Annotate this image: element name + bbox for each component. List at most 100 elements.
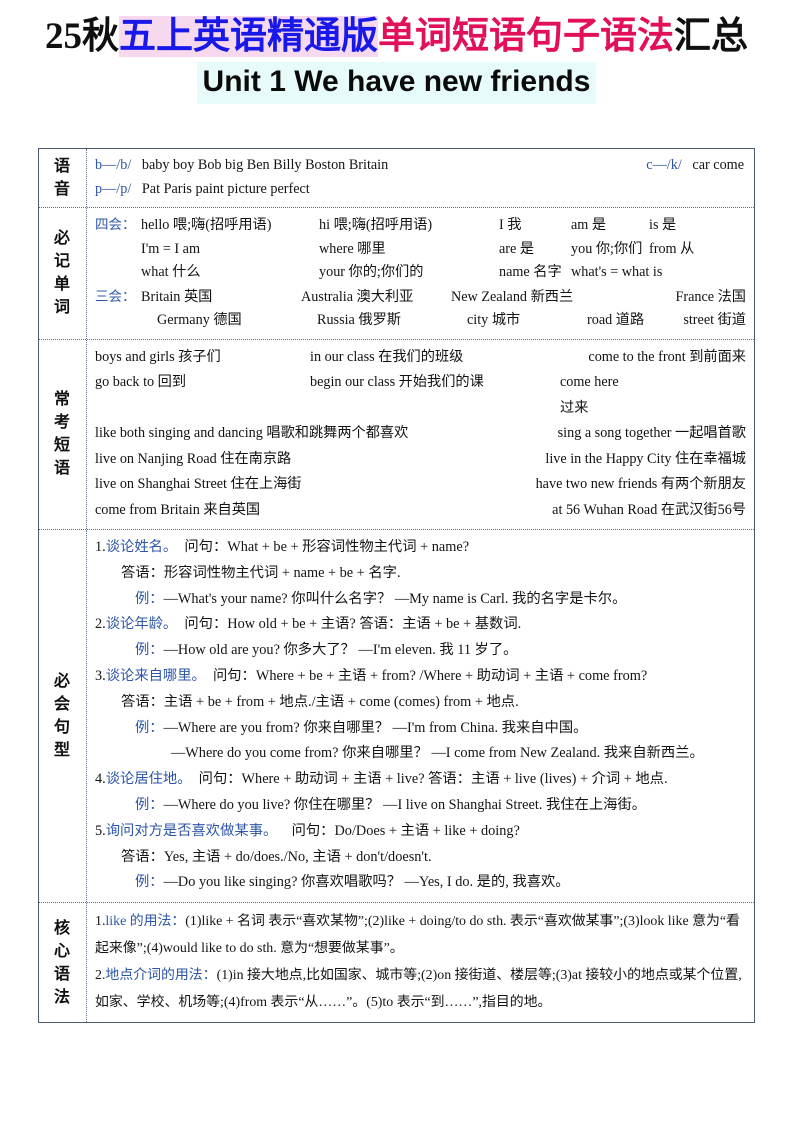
example-text: —Where do you live? 你住在哪里？ —I live on Sh…	[163, 796, 647, 813]
pattern-answer-form: 答语：Yes, 主语 + do/does./No, 主语 + don't/doe…	[121, 848, 432, 865]
phrase-item: live on Nanjing Road 住在南京路	[95, 450, 292, 467]
word-cell: Germany 德国	[157, 312, 242, 328]
word-cell: your 你的;你们的	[319, 264, 424, 280]
table-row-phonetics: 语音 b—/b/ baby boy Bob big Ben Billy Bost…	[39, 149, 754, 208]
grammar-text: (1)like + 名词 表示“喜欢某物”;(2)like + doing/to…	[95, 914, 740, 957]
example-text: —What's your name? 你叫什么名字？ —My name is C…	[163, 590, 627, 607]
word-cell: am 是	[571, 217, 607, 233]
row-label-phonetics: 语音	[39, 149, 87, 207]
pattern-example: 例：—Where do you live? 你住在哪里？ —I live on …	[95, 793, 746, 819]
pattern-question-form: 问句：Do/Does + 主语 + like + doing?	[291, 822, 520, 839]
pattern-answer-form: 答语：形容词性物主代词 + name + be + 名字.	[121, 564, 401, 581]
row-body-core-grammar: 1.like 的用法：(1)like + 名词 表示“喜欢某物”;(2)like…	[87, 903, 754, 1022]
pattern-topic: 谈论居住地。	[105, 771, 192, 788]
row-body-must-know-words: 四会： hello 喂;嗨(招呼用语) hi 喂;嗨(招呼用语) I 我 am …	[87, 208, 754, 339]
phrase-line: boys and girls 孩子们 in our class 在我们的班级 c…	[95, 345, 746, 371]
phrase-item: come to the front 到前面来	[588, 348, 746, 365]
pattern-question-form: 问句：Where + 助动词 + 主语 + live? 答语：主语 + live…	[198, 771, 668, 788]
title-segment-blue: 五上英语精通版	[119, 16, 378, 57]
pattern-number: 5.	[95, 822, 106, 839]
phrase-item: come from Britain 来自英国	[95, 501, 261, 518]
pattern-question-form: 问句：How old + be + 主语? 答语：主语 + be + 基数词.	[184, 616, 522, 633]
row-label-sentence-patterns: 必会句型	[39, 530, 87, 903]
word-cell: what 什么	[141, 264, 201, 280]
phoneme-p: p—/p/	[95, 180, 132, 197]
example-text: —How old are you? 你多大了？ —I'm eleven. 我 1…	[163, 642, 518, 659]
pattern-question-form: 问句：Where + be + 主语 + from? /Where + 助动词 …	[212, 667, 648, 684]
word-cell: I'm = I am	[141, 240, 201, 257]
word-cell: what's = what is	[571, 264, 663, 280]
phoneme-b: b—/b/	[95, 157, 132, 173]
example-prefix: 例：	[135, 874, 164, 891]
phrase-line: live on Nanjing Road 住在南京路 live in the H…	[95, 447, 746, 473]
row-body-phonetics: b—/b/ baby boy Bob big Ben Billy Boston …	[87, 149, 754, 207]
phrase-item: in our class 在我们的班级	[310, 348, 464, 365]
word-cell: city 城市	[467, 312, 521, 328]
word-cell: street 街道	[683, 312, 746, 328]
phrase-item: come here 过来	[560, 374, 619, 416]
word-cell: are 是	[499, 240, 535, 257]
word-line: Germany 德国 Russia 俄罗斯 city 城市 road 道路 st…	[95, 309, 746, 333]
example-text: —Where are you from? 你来自哪里？ —I'm from Ch…	[163, 719, 588, 736]
pattern-heading: 2.谈论年龄。 问句：How old + be + 主语? 答语：主语 + be…	[95, 612, 746, 638]
example-prefix: 例：	[135, 590, 164, 607]
word-columns: hello 喂;嗨(招呼用语) hi 喂;嗨(招呼用语) I 我 am 是 is…	[141, 214, 746, 238]
word-cell: hi 喂;嗨(招呼用语)	[319, 217, 433, 233]
table-row-common-phrases: 常考短语 boys and girls 孩子们 in our class 在我们…	[39, 339, 754, 530]
word-group-tag-sanHui: 三会：	[95, 288, 136, 304]
page-subtitle: Unit 1 We have new friends	[196, 62, 597, 104]
pattern-topic: 谈论年龄。	[105, 616, 178, 633]
pattern-example: 例：—What's your name? 你叫什么名字？ —My name is…	[95, 587, 746, 613]
word-group-tag-siHui: 四会：	[95, 217, 136, 232]
pattern-example: 例：—Do you like singing? 你喜欢唱歌吗？ —Yes, I …	[95, 870, 746, 896]
phrase-item: go back to 回到	[95, 374, 187, 390]
grammar-item: 2.地点介词的用法：(1)in 接大地点,比如国家、城市等;(2)on 接街道、…	[95, 962, 746, 1016]
grammar-number: 1.	[95, 914, 106, 930]
table-row-must-know-words: 必记单词 四会： hello 喂;嗨(招呼用语) hi 喂;嗨(招呼用语) I …	[39, 208, 754, 340]
phoneme-b-words: baby boy Bob big Ben Billy Boston Britai…	[141, 157, 389, 173]
grammar-text: (1)in 接大地点,比如国家、城市等;(2)on 接街道、楼层等;(3)at …	[95, 968, 742, 1011]
word-cell	[621, 286, 675, 310]
page-title: 25秋五上英语精通版单词短语句子语法汇总	[0, 14, 793, 60]
row-label-must-know-words: 必记单词	[39, 208, 87, 339]
grammar-topic: like 的用法：	[105, 914, 186, 930]
pattern-topic: 谈论姓名。	[105, 539, 178, 555]
word-line: 四会： hello 喂;嗨(招呼用语) hi 喂;嗨(招呼用语) I 我 am …	[95, 213, 746, 238]
phrase-item: live in the Happy City 住在幸福城	[545, 450, 746, 467]
title-segment-black-start: 25秋	[45, 16, 119, 57]
grammar-number: 2.	[95, 968, 106, 984]
pattern-heading: 3.谈论来自哪里。 问句：Where + be + 主语 + from? /Wh…	[95, 664, 746, 690]
pattern-number: 4.	[95, 771, 106, 788]
pattern-topic: 询问对方是否喜欢做某事。	[105, 822, 278, 839]
example-prefix: 例：	[135, 642, 164, 659]
word-line: what 什么 your 你的;你们的 name 名字 what's = wha…	[95, 261, 746, 285]
phrase-item: live on Shanghai Street 住在上海街	[95, 476, 302, 492]
word-cell: hello 喂;嗨(招呼用语)	[141, 217, 272, 233]
example-prefix: 例：	[135, 796, 164, 813]
pattern-heading: 4.谈论居住地。 问句：Where + 助动词 + 主语 + live? 答语：…	[95, 767, 746, 793]
pattern-heading: 1.谈论姓名。 问句：What + be + 形容词性物主代词 + name?	[95, 535, 746, 561]
phrase-item: like both singing and dancing 唱歌和跳舞两个都喜欢	[95, 425, 409, 441]
pattern-example: 例：—How old are you? 你多大了？ —I'm eleven. 我…	[95, 638, 746, 664]
word-line: I'm = I am where 哪里 are 是 you 你;你们 from …	[95, 238, 746, 262]
pattern-example: 例：—Where are you from? 你来自哪里？ —I'm from …	[95, 716, 746, 742]
table-row-core-grammar: 核心语法 1.like 的用法：(1)like + 名词 表示“喜欢某物”;(2…	[39, 903, 754, 1023]
example-text: —Where do you come from? 你来自哪里？ —I come …	[171, 745, 704, 762]
example-prefix: 例：	[135, 719, 164, 736]
phonetics-line-left: p—/p/ Pat Paris paint picture perfect	[95, 178, 310, 202]
word-columns: I'm = I am where 哪里 are 是 you 你;你们 from …	[141, 238, 746, 262]
pattern-number: 1.	[95, 539, 106, 555]
phrase-item: have two new friends 有两个新朋友	[535, 476, 746, 492]
pattern-example: —Where do you come from? 你来自哪里？ —I come …	[95, 741, 746, 767]
word-columns: Britain 英国 Australia 澳大利亚 New Zealand 新西…	[141, 286, 746, 310]
row-body-common-phrases: boys and girls 孩子们 in our class 在我们的班级 c…	[87, 340, 754, 530]
word-cell: Russia 俄罗斯	[317, 312, 401, 328]
word-cell: from 从	[649, 240, 695, 257]
phrase-item: sing a song together 一起唱首歌	[557, 425, 746, 441]
phrase-item: at 56 Wuhan Road 在武汉街56号	[552, 501, 746, 518]
word-cell: France 法国	[675, 288, 746, 305]
word-columns: what 什么 your 你的;你们的 name 名字 what's = wha…	[141, 261, 746, 285]
phrase-line: go back to 回到 begin our class 开始我们的课 com…	[95, 370, 746, 421]
phrase-line: live on Shanghai Street 住在上海街 have two n…	[95, 472, 746, 498]
word-cell: is 是	[649, 217, 677, 233]
